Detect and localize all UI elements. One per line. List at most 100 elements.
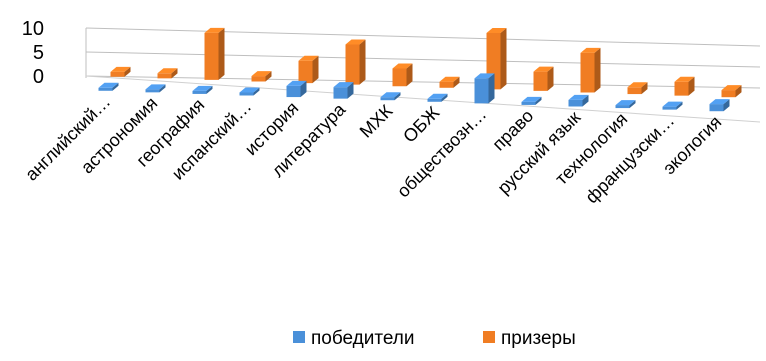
bar-pobediteli-1-side (159, 84, 166, 93)
bar-pobediteli-5-side (347, 82, 354, 99)
bar-pobediteli-6-top (380, 92, 401, 98)
bar-pobediteli-13 (709, 99, 730, 112)
bar-pobediteli-12-side (676, 101, 683, 110)
bar-pobediteli-13-top (709, 99, 730, 105)
front-series-bars (98, 73, 730, 112)
bar-pobediteli-12-front (662, 106, 677, 110)
bar-pobediteli-10-top (568, 94, 589, 100)
bar-prizery-11-side (641, 82, 648, 95)
bar-pobediteli-6-side (394, 92, 401, 101)
bar-pobediteli-9-top (521, 96, 542, 102)
bar-prizery-5 (345, 39, 366, 85)
bar-prizery-10-front (580, 52, 595, 93)
bar-prizery-7-side (453, 76, 460, 88)
bar-pobediteli-13-side (723, 99, 730, 112)
y-tick-label: 5 (33, 42, 44, 64)
bar-prizery-1 (157, 68, 178, 79)
bar-prizery-6-top (392, 63, 413, 69)
bar-pobediteli-8 (474, 73, 495, 104)
bar-pobediteli-11-side (629, 100, 636, 109)
bar-prizery-7-top (439, 76, 460, 82)
bar-pobediteli-5-top (333, 82, 354, 88)
bar-pobediteli-1-front (145, 89, 160, 93)
bar-pobediteli-13-front (709, 104, 724, 112)
bar-prizery-10-side (594, 47, 601, 93)
bar-prizery-0 (110, 66, 131, 77)
bar-pobediteli-7 (427, 93, 448, 102)
back-series-bars (110, 27, 742, 98)
bar-prizery-11 (627, 82, 648, 95)
bar-pobediteli-4-side (300, 80, 307, 98)
bar-pobediteli-10 (568, 94, 589, 107)
bar-prizery-3 (251, 71, 272, 82)
bar-prizery-13-top (721, 85, 742, 91)
bar-pobediteli-2-side (206, 85, 213, 94)
bar-prizery-0-top (110, 66, 131, 72)
bar-prizery-10 (580, 47, 601, 93)
bar-prizery-1-top (157, 68, 178, 74)
bar-pobediteli-10-side (582, 94, 589, 107)
bar-prizery-6 (392, 63, 413, 87)
x-tick-label: ОБЖ (399, 102, 443, 146)
gridline (85, 27, 761, 47)
bar-pobediteli-2-top (192, 85, 213, 91)
bar-pobediteli-11-front (615, 105, 630, 109)
grid-lines (85, 27, 761, 123)
x-axis-labels: английский…астрономиягеографияиспанский…… (21, 91, 725, 207)
bar-pobediteli-12 (662, 101, 683, 110)
bar-pobediteli-2-front (192, 90, 207, 94)
bar-prizery-2-side (218, 27, 225, 80)
bar-pobediteli-3-top (239, 87, 260, 93)
bar-pobediteli-6 (380, 92, 401, 101)
bar-prizery-1-side (171, 68, 178, 79)
bar-prizery-5-top (345, 39, 366, 45)
bar-pobediteli-3-front (239, 92, 254, 96)
x-tick-label: английский… (21, 91, 114, 184)
bar-prizery-0-front (110, 71, 125, 77)
bar-pobediteli-0-top (98, 82, 119, 88)
bar-pobediteli-8-front (474, 78, 489, 104)
bar-prizery-11-front (627, 87, 642, 95)
bar-pobediteli-7-top (427, 93, 448, 99)
bar-prizery-7 (439, 76, 460, 88)
bar-prizery-6-front (392, 68, 407, 87)
bar-prizery-4-front (298, 60, 313, 84)
x-tick-label: МХК (356, 101, 397, 142)
bar-prizery-6-side (406, 63, 413, 87)
bar-pobediteli-3-side (253, 87, 260, 96)
legend-label: победители (311, 328, 415, 349)
bar-prizery-3-top (251, 71, 272, 77)
bar-prizery-8-side (500, 28, 507, 90)
bar-pobediteli-9-front (521, 101, 536, 105)
bar-pobediteli-1-top (145, 84, 166, 90)
bar-prizery-9 (533, 66, 554, 91)
bar-pobediteli-4 (286, 80, 307, 98)
bar-prizery-8-top (486, 28, 507, 34)
bar-prizery-12-side (688, 76, 695, 96)
bar-pobediteli-5-front (333, 87, 348, 99)
bar-prizery-9-front (533, 71, 548, 91)
bar-pobediteli-6-front (380, 97, 395, 101)
x-tick-label: обществозн… (393, 104, 490, 201)
bar-prizery-7-front (439, 81, 454, 88)
bar-pobediteli-3 (239, 87, 260, 96)
gridline (85, 51, 761, 68)
bar-prizery-13-front (721, 90, 736, 98)
bar-pobediteli-9-side (535, 96, 542, 105)
bar-prizery-4 (298, 55, 319, 84)
bar-prizery-3-side (265, 71, 272, 82)
bar-prizery-9-top (533, 66, 554, 72)
bar-pobediteli-10-front (568, 99, 583, 107)
bar-pobediteli-1 (145, 84, 166, 93)
bar-prizery-1-front (157, 73, 172, 79)
bar-prizery-12-front (674, 81, 689, 96)
bar-prizery-12-top (674, 76, 695, 82)
bar-prizery-13-side (735, 85, 742, 98)
bar-pobediteli-12-top (662, 101, 683, 107)
bar-prizery-2 (204, 27, 225, 80)
bar-pobediteli-4-front (286, 85, 301, 98)
bar-prizery-0-side (124, 66, 131, 77)
y-tick-label: 0 (33, 66, 44, 88)
